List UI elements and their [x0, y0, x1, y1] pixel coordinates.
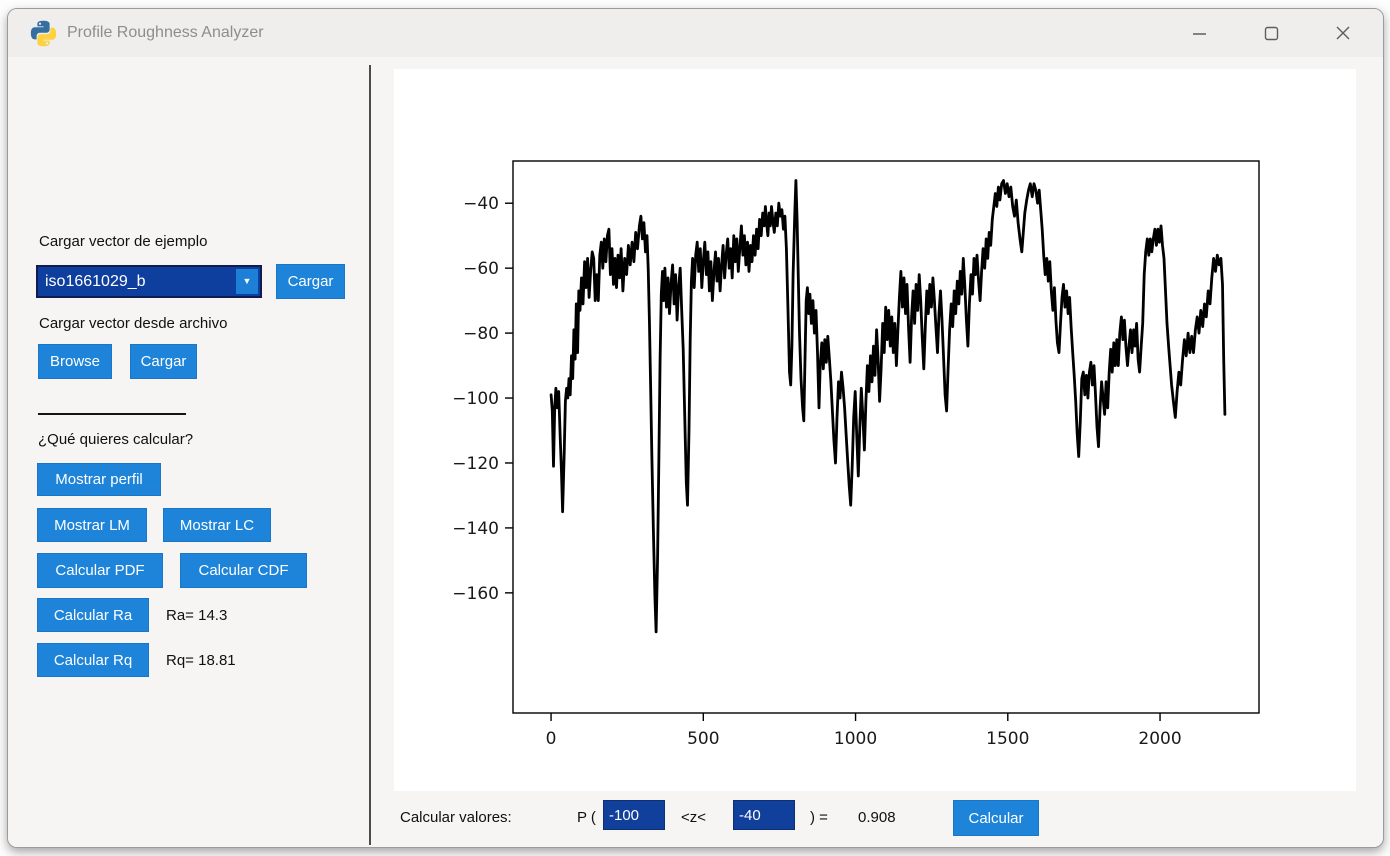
rq-value: Rq= 18.81 — [166, 652, 236, 669]
svg-text:1500: 1500 — [986, 729, 1029, 749]
file-vector-label: Cargar vector desde archivo — [39, 315, 228, 332]
minimize-button[interactable] — [1176, 9, 1222, 57]
svg-text:1000: 1000 — [834, 729, 877, 749]
app-window: Profile Roughness Analyzer Cargar vector… — [7, 8, 1384, 848]
example-vector-combobox[interactable]: iso1661029_b ▼ — [36, 265, 262, 298]
python-logo-icon — [30, 20, 57, 47]
chevron-down-icon[interactable]: ▼ — [236, 269, 258, 294]
example-vector-label: Cargar vector de ejemplo — [39, 233, 208, 250]
show-profile-button[interactable]: Mostrar perfil — [37, 463, 161, 496]
profile-chart: 0 500 1000 1500 2000 −40 −60 −80 −100 −120 −140 −16… — [452, 160, 1260, 749]
between-label: <z< — [681, 809, 707, 826]
svg-text:2000: 2000 — [1138, 729, 1181, 749]
upper-bound-input[interactable] — [733, 800, 795, 830]
window-title: Profile Roughness Analyzer — [67, 24, 264, 41]
maximize-button[interactable] — [1248, 9, 1294, 57]
calculate-button[interactable]: Calcular — [953, 800, 1039, 836]
browse-button[interactable]: Browse — [38, 344, 112, 379]
plot-canvas: 0 500 1000 1500 2000 −40 −60 −80 −100 −120 −140 −16… — [394, 69, 1356, 791]
svg-text:−100: −100 — [452, 389, 499, 409]
close-eq-label: ) = — [810, 809, 828, 826]
ra-value: Ra= 14.3 — [166, 607, 228, 624]
combobox-value: iso1661029_b — [45, 272, 146, 290]
p-open-label: P ( — [577, 809, 596, 826]
separator-line — [38, 413, 186, 415]
svg-text:−60: −60 — [463, 259, 499, 279]
svg-text:−80: −80 — [463, 324, 499, 344]
panel-separator — [369, 65, 371, 845]
svg-text:−120: −120 — [452, 454, 499, 474]
calc-rq-button[interactable]: Calcular Rq — [37, 643, 149, 677]
calc-cdf-button[interactable]: Calcular CDF — [180, 553, 307, 588]
svg-text:−160: −160 — [452, 584, 499, 604]
lower-bound-input[interactable] — [603, 800, 665, 830]
show-lc-button[interactable]: Mostrar LC — [163, 508, 271, 542]
sidebar: Cargar vector de ejemplo iso1661029_b ▼ … — [8, 57, 369, 847]
svg-text:−40: −40 — [463, 194, 499, 214]
svg-text:0: 0 — [546, 729, 557, 749]
calc-ra-button[interactable]: Calcular Ra — [37, 598, 149, 632]
calc-pdf-button[interactable]: Calcular PDF — [37, 553, 163, 588]
question-label: ¿Qué quieres calcular? — [38, 431, 194, 448]
svg-text:−140: −140 — [452, 519, 499, 539]
svg-text:500: 500 — [687, 729, 719, 749]
show-lm-button[interactable]: Mostrar LM — [37, 508, 147, 542]
load-file-button[interactable]: Cargar — [130, 344, 197, 379]
calc-values-label: Calcular valores: — [400, 809, 512, 826]
titlebar: Profile Roughness Analyzer — [8, 9, 1383, 57]
probability-result: 0.908 — [858, 809, 896, 826]
close-button[interactable] — [1320, 9, 1366, 57]
load-example-button[interactable]: Cargar — [276, 264, 345, 299]
